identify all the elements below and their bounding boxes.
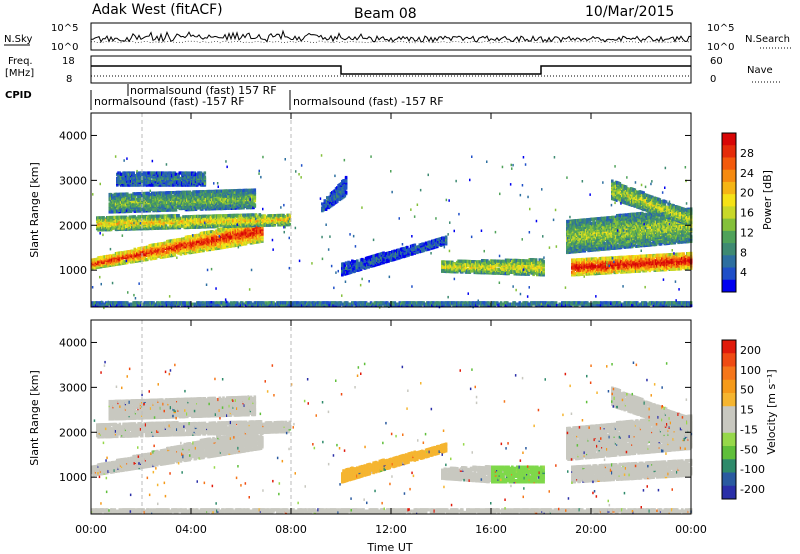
data-cell <box>345 176 348 179</box>
frequency-line <box>91 66 691 74</box>
data-cell <box>174 239 177 242</box>
beam-title: Beam 08 <box>354 6 417 22</box>
noise-search-line <box>91 41 691 43</box>
data-cell <box>177 214 180 217</box>
data-cell <box>445 236 448 239</box>
data-cell <box>347 261 350 264</box>
data-cell <box>111 210 114 213</box>
freq-tick-top: 18 <box>62 56 75 67</box>
data-cell <box>112 254 115 257</box>
data-cell <box>134 192 137 195</box>
freq-label-1: Freq. <box>8 56 33 67</box>
date-title: 10/Mar/2015 <box>585 4 674 20</box>
nave-label: Nave <box>747 65 773 76</box>
freq-tick-bottom: 8 <box>66 74 72 85</box>
data-cell <box>254 188 257 191</box>
noise-right-label: N.Search <box>745 34 790 45</box>
noise-left-tick-top: 10^5 <box>51 23 78 34</box>
data-cell <box>345 191 348 194</box>
cpid-label: CPID <box>5 90 32 101</box>
data-cell <box>204 171 207 174</box>
data-cell <box>229 189 232 192</box>
cpid-panel: normalsound (fast) -157 RF normalsound (… <box>91 84 444 110</box>
noise-left-tick-bottom: 10^0 <box>51 42 78 53</box>
noise-left-label: N.Sky <box>4 34 32 45</box>
cpid-label-2: normalsound (fast) 157 RF <box>130 84 277 97</box>
freq-label-2: [MHz] <box>5 68 34 79</box>
noise-sky-line <box>91 31 691 42</box>
noise-trace <box>91 31 691 43</box>
station-title: Adak West (fitACF) <box>92 2 223 18</box>
noise-right-tick-bottom: 10^0 <box>707 42 734 53</box>
noise-panel: N.Sky 10^5 10^0 10^5 10^0 N.Search <box>4 23 792 53</box>
frequency-trace <box>91 66 691 76</box>
noise-right-tick-top: 10^5 <box>707 23 734 34</box>
cpid-label-3: normalsound (fast) -157 RF <box>293 95 444 108</box>
nave-tick-top: 60 <box>710 56 723 67</box>
nave-tick-bottom: 0 <box>710 74 716 85</box>
data-cell <box>254 203 257 206</box>
data-cell <box>204 175 207 178</box>
